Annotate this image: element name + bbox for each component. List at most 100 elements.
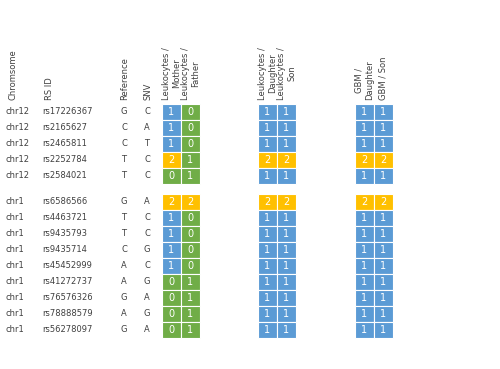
Bar	[355, 120, 374, 136]
Bar	[277, 322, 296, 338]
Text: 1: 1	[264, 309, 270, 319]
Bar	[277, 290, 296, 306]
Bar	[374, 306, 393, 322]
Bar	[258, 136, 277, 152]
Text: 2: 2	[380, 155, 386, 165]
Text: rs41272737: rs41272737	[42, 277, 92, 286]
Bar	[277, 258, 296, 274]
Text: C: C	[121, 124, 127, 132]
Bar	[374, 290, 393, 306]
Text: chr1: chr1	[5, 325, 24, 335]
Text: 1: 1	[284, 171, 290, 181]
Bar	[181, 226, 200, 242]
Text: 1: 1	[264, 261, 270, 271]
Bar	[355, 242, 374, 258]
Text: 1: 1	[264, 139, 270, 149]
Text: 1: 1	[284, 325, 290, 335]
Bar	[277, 136, 296, 152]
Text: 1: 1	[362, 213, 368, 223]
Text: Reference: Reference	[120, 57, 130, 100]
Bar	[162, 104, 181, 120]
Text: chr12: chr12	[5, 107, 29, 117]
Bar	[181, 210, 200, 226]
Text: 1: 1	[380, 123, 386, 133]
Text: 0: 0	[168, 277, 174, 287]
Bar	[181, 168, 200, 184]
Bar	[162, 168, 181, 184]
Bar	[355, 210, 374, 226]
Text: 2: 2	[284, 197, 290, 207]
Text: 1: 1	[168, 123, 174, 133]
Bar	[181, 104, 200, 120]
Bar	[162, 120, 181, 136]
Text: Leukocytes /
Daughter: Leukocytes / Daughter	[258, 47, 277, 100]
Bar	[374, 258, 393, 274]
Text: G: G	[144, 277, 150, 286]
Bar	[258, 274, 277, 290]
Text: 1: 1	[168, 245, 174, 255]
Text: T: T	[122, 172, 126, 180]
Text: rs17226367: rs17226367	[42, 107, 92, 117]
Text: 2: 2	[264, 197, 270, 207]
Text: 1: 1	[264, 325, 270, 335]
Bar	[258, 120, 277, 136]
Bar	[277, 152, 296, 168]
Bar	[181, 152, 200, 168]
Text: 1: 1	[284, 245, 290, 255]
Text: 1: 1	[264, 277, 270, 287]
Bar	[374, 136, 393, 152]
Text: rs76576326: rs76576326	[42, 293, 92, 303]
Text: T: T	[122, 155, 126, 165]
Text: 1: 1	[362, 277, 368, 287]
Bar	[181, 120, 200, 136]
Text: rs4463721: rs4463721	[42, 214, 87, 223]
Text: 1: 1	[380, 277, 386, 287]
Bar	[355, 152, 374, 168]
Bar	[355, 290, 374, 306]
Bar	[181, 258, 200, 274]
Text: rs9435793: rs9435793	[42, 230, 87, 238]
Text: rs78888579: rs78888579	[42, 310, 92, 318]
Text: 0: 0	[168, 293, 174, 303]
Text: 1: 1	[284, 139, 290, 149]
Text: A: A	[121, 262, 127, 270]
Text: chr1: chr1	[5, 214, 24, 223]
Bar	[258, 258, 277, 274]
Bar	[355, 136, 374, 152]
Bar	[374, 210, 393, 226]
Bar	[374, 226, 393, 242]
Bar	[355, 104, 374, 120]
Text: G: G	[121, 293, 127, 303]
Bar	[181, 322, 200, 338]
Text: A: A	[121, 310, 127, 318]
Bar	[277, 194, 296, 210]
Bar	[258, 194, 277, 210]
Text: 1: 1	[380, 107, 386, 117]
Text: A: A	[144, 293, 150, 303]
Bar	[277, 274, 296, 290]
Text: G: G	[144, 245, 150, 255]
Text: rs9435714: rs9435714	[42, 245, 87, 255]
Text: 1: 1	[362, 171, 368, 181]
Text: rs45452999: rs45452999	[42, 262, 92, 270]
Bar	[258, 290, 277, 306]
Text: 1: 1	[362, 107, 368, 117]
Text: chr1: chr1	[5, 230, 24, 238]
Text: C: C	[144, 214, 150, 223]
Text: G: G	[121, 197, 127, 207]
Text: A: A	[144, 124, 150, 132]
Text: RS ID: RS ID	[46, 77, 54, 100]
Text: chr1: chr1	[5, 310, 24, 318]
Text: 1: 1	[284, 293, 290, 303]
Text: 1: 1	[380, 325, 386, 335]
Bar	[258, 152, 277, 168]
Bar	[162, 322, 181, 338]
Text: 1: 1	[380, 171, 386, 181]
Bar	[374, 120, 393, 136]
Text: 1: 1	[362, 123, 368, 133]
Text: chr1: chr1	[5, 277, 24, 286]
Text: 1: 1	[380, 139, 386, 149]
Text: 1: 1	[380, 309, 386, 319]
Text: 2: 2	[168, 155, 174, 165]
Text: C: C	[144, 155, 150, 165]
